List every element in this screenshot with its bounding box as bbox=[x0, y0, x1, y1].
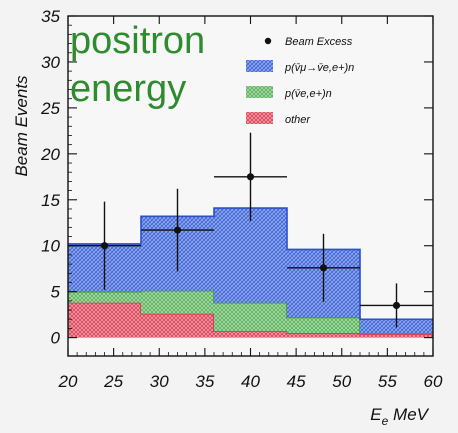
legend-swatch-3 bbox=[246, 112, 273, 124]
data-point-1 bbox=[173, 226, 182, 234]
bar-p-v-e-e-n-2 bbox=[214, 302, 287, 332]
data-point-3 bbox=[319, 264, 328, 272]
legend-swatch-2 bbox=[246, 86, 273, 98]
x-tick-label: 55 bbox=[378, 372, 397, 391]
legend-swatch-1 bbox=[246, 60, 273, 72]
y-tick-label: 30 bbox=[41, 53, 60, 72]
bar-p-v-e-e-n-3 bbox=[287, 317, 360, 334]
bar-other-1 bbox=[141, 313, 214, 338]
y-tick-label: 15 bbox=[41, 191, 60, 210]
bar-other-4 bbox=[360, 333, 433, 338]
plot-area bbox=[68, 16, 433, 356]
x-tick-label: 20 bbox=[58, 372, 78, 391]
x-tick-label: 30 bbox=[150, 372, 169, 391]
bar-p-v-v-e-e-n-2 bbox=[214, 208, 287, 303]
axes: 20 25 30 35 40 45 50 55 60 0 5 10 15 20 25 30 35 bbox=[40, 7, 443, 391]
x-tick-label: 25 bbox=[103, 372, 123, 391]
data-point-2 bbox=[246, 173, 255, 181]
y-tick-label: 25 bbox=[40, 99, 60, 118]
y-tick-label: 35 bbox=[41, 7, 60, 26]
bar-p-v-e-e-n-1 bbox=[141, 290, 214, 314]
y-tick-label: 5 bbox=[51, 283, 61, 302]
labels: Beam Events Ee MeV positron energy bbox=[12, 20, 430, 428]
bar-p-v-e-e-n-0 bbox=[68, 291, 141, 303]
y-tick-label: 20 bbox=[40, 145, 60, 164]
x-tick-label: 40 bbox=[241, 372, 260, 391]
x-tick-label: 60 bbox=[424, 372, 443, 391]
x-tick-label: 35 bbox=[195, 372, 214, 391]
x-tick-label: 50 bbox=[332, 372, 351, 391]
bar-other-0 bbox=[68, 302, 141, 338]
bar-other-2 bbox=[214, 331, 287, 338]
y-axis-title: Beam Events bbox=[12, 75, 31, 177]
bar-other-3 bbox=[287, 333, 360, 338]
x-tick-label: 45 bbox=[287, 372, 306, 391]
legend-label: Beam Excess bbox=[285, 36, 353, 48]
legend-marker-beam-excess bbox=[264, 37, 272, 45]
data-point-0 bbox=[100, 242, 109, 250]
y-tick-label: 10 bbox=[41, 237, 60, 256]
legend-label: p(v̄μ→v̄e,e+)n bbox=[284, 62, 354, 74]
y-tick-label: 0 bbox=[51, 329, 61, 348]
annotation-energy: energy bbox=[70, 68, 186, 110]
data-point-4 bbox=[392, 301, 401, 310]
legend-label: other bbox=[285, 114, 311, 126]
legend: Beam Excess p(v̄μ→v̄e,e+)n p(v̄e,e+)n other bbox=[246, 36, 354, 126]
annotation-positron: positron bbox=[70, 20, 205, 62]
legend-label: p(v̄e,e+)n bbox=[284, 88, 332, 100]
x-axis-title: Ee MeV bbox=[370, 405, 429, 428]
